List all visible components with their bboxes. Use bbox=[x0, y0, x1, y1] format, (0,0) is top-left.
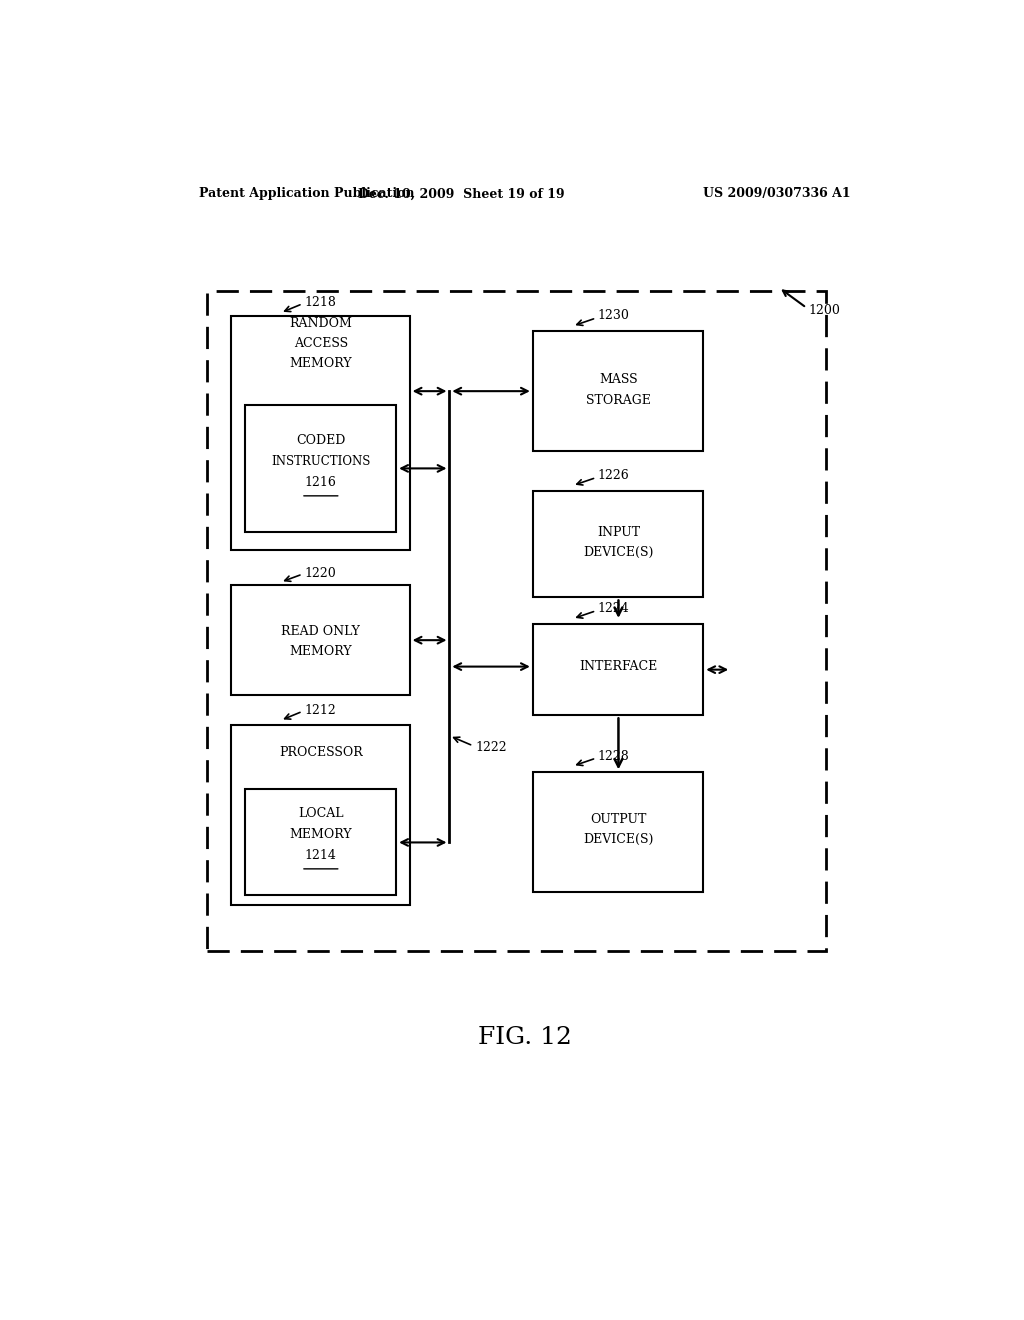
Text: LOCAL: LOCAL bbox=[298, 808, 344, 821]
Text: MEMORY: MEMORY bbox=[290, 358, 352, 370]
Text: DEVICE(S): DEVICE(S) bbox=[584, 546, 653, 560]
FancyBboxPatch shape bbox=[207, 290, 826, 952]
Text: STORAGE: STORAGE bbox=[586, 393, 651, 407]
Text: Patent Application Publication: Patent Application Publication bbox=[200, 187, 415, 201]
Text: 1228: 1228 bbox=[598, 750, 630, 763]
Text: 1200: 1200 bbox=[809, 305, 841, 317]
Text: US 2009/0307336 A1: US 2009/0307336 A1 bbox=[702, 187, 850, 201]
Bar bbox=[231, 315, 410, 549]
Text: MASS: MASS bbox=[599, 374, 638, 387]
Text: 1226: 1226 bbox=[598, 469, 630, 482]
Text: INTERFACE: INTERFACE bbox=[580, 660, 657, 673]
Bar bbox=[246, 405, 396, 532]
Text: RANDOM: RANDOM bbox=[290, 317, 352, 330]
Text: READ ONLY: READ ONLY bbox=[282, 624, 360, 638]
Text: DEVICE(S): DEVICE(S) bbox=[584, 833, 653, 846]
Text: INSTRUCTIONS: INSTRUCTIONS bbox=[271, 455, 371, 467]
Bar bbox=[532, 491, 703, 598]
Text: 1214: 1214 bbox=[305, 849, 337, 862]
Bar bbox=[532, 772, 703, 892]
Text: 1230: 1230 bbox=[598, 309, 630, 322]
Text: CODED: CODED bbox=[296, 434, 345, 447]
Text: 1224: 1224 bbox=[598, 602, 630, 615]
Text: OUTPUT: OUTPUT bbox=[590, 813, 646, 825]
Text: FIG. 12: FIG. 12 bbox=[478, 1026, 571, 1049]
Text: 1222: 1222 bbox=[475, 742, 507, 755]
Bar bbox=[532, 624, 703, 715]
Text: 1216: 1216 bbox=[305, 477, 337, 490]
Text: ACCESS: ACCESS bbox=[294, 337, 348, 350]
Text: PROCESSOR: PROCESSOR bbox=[279, 747, 362, 759]
Text: INPUT: INPUT bbox=[597, 525, 640, 539]
Bar bbox=[246, 788, 396, 895]
Bar bbox=[231, 725, 410, 906]
Text: MEMORY: MEMORY bbox=[290, 645, 352, 657]
Text: Dec. 10, 2009  Sheet 19 of 19: Dec. 10, 2009 Sheet 19 of 19 bbox=[358, 187, 564, 201]
Text: 1218: 1218 bbox=[304, 296, 336, 309]
Bar bbox=[532, 331, 703, 451]
Text: 1212: 1212 bbox=[304, 704, 336, 717]
Text: 1220: 1220 bbox=[304, 566, 336, 579]
Text: MEMORY: MEMORY bbox=[290, 828, 352, 841]
Bar bbox=[231, 585, 410, 696]
